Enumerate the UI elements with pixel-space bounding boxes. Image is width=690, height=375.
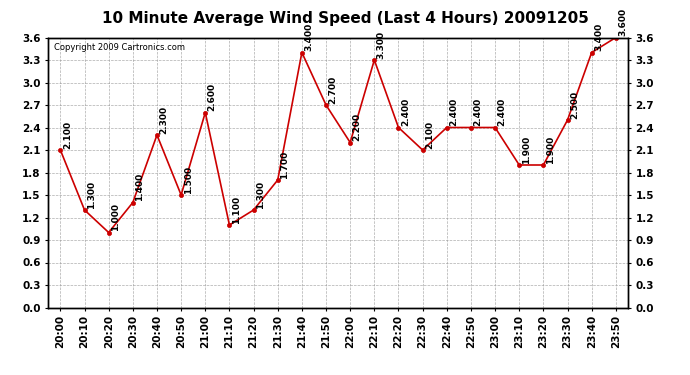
Text: 1.900: 1.900 <box>522 135 531 164</box>
Text: 1.000: 1.000 <box>111 203 120 231</box>
Text: 2.500: 2.500 <box>570 90 579 118</box>
Text: 3.300: 3.300 <box>377 30 386 58</box>
Text: Copyright 2009 Cartronics.com: Copyright 2009 Cartronics.com <box>54 43 185 52</box>
Text: 2.400: 2.400 <box>473 98 482 126</box>
Text: 3.400: 3.400 <box>304 23 313 51</box>
Text: 2.400: 2.400 <box>449 98 458 126</box>
Text: 1.700: 1.700 <box>280 150 289 178</box>
Text: 1.900: 1.900 <box>546 135 555 164</box>
Text: 1.400: 1.400 <box>135 173 144 201</box>
Text: 1.300: 1.300 <box>87 180 96 209</box>
Text: 3.400: 3.400 <box>594 23 603 51</box>
Text: 2.600: 2.600 <box>208 83 217 111</box>
Text: 1.300: 1.300 <box>256 180 265 209</box>
Text: 2.100: 2.100 <box>63 120 72 148</box>
Text: 2.100: 2.100 <box>425 120 434 148</box>
Text: 1.100: 1.100 <box>232 195 241 223</box>
Text: 10 Minute Average Wind Speed (Last 4 Hours) 20091205: 10 Minute Average Wind Speed (Last 4 Hou… <box>101 11 589 26</box>
Text: 2.400: 2.400 <box>497 98 506 126</box>
Text: 2.200: 2.200 <box>353 113 362 141</box>
Text: 1.500: 1.500 <box>184 165 193 194</box>
Text: 2.300: 2.300 <box>159 105 168 134</box>
Text: 2.400: 2.400 <box>401 98 410 126</box>
Text: 3.600: 3.600 <box>618 8 627 36</box>
Text: 2.700: 2.700 <box>328 75 337 104</box>
